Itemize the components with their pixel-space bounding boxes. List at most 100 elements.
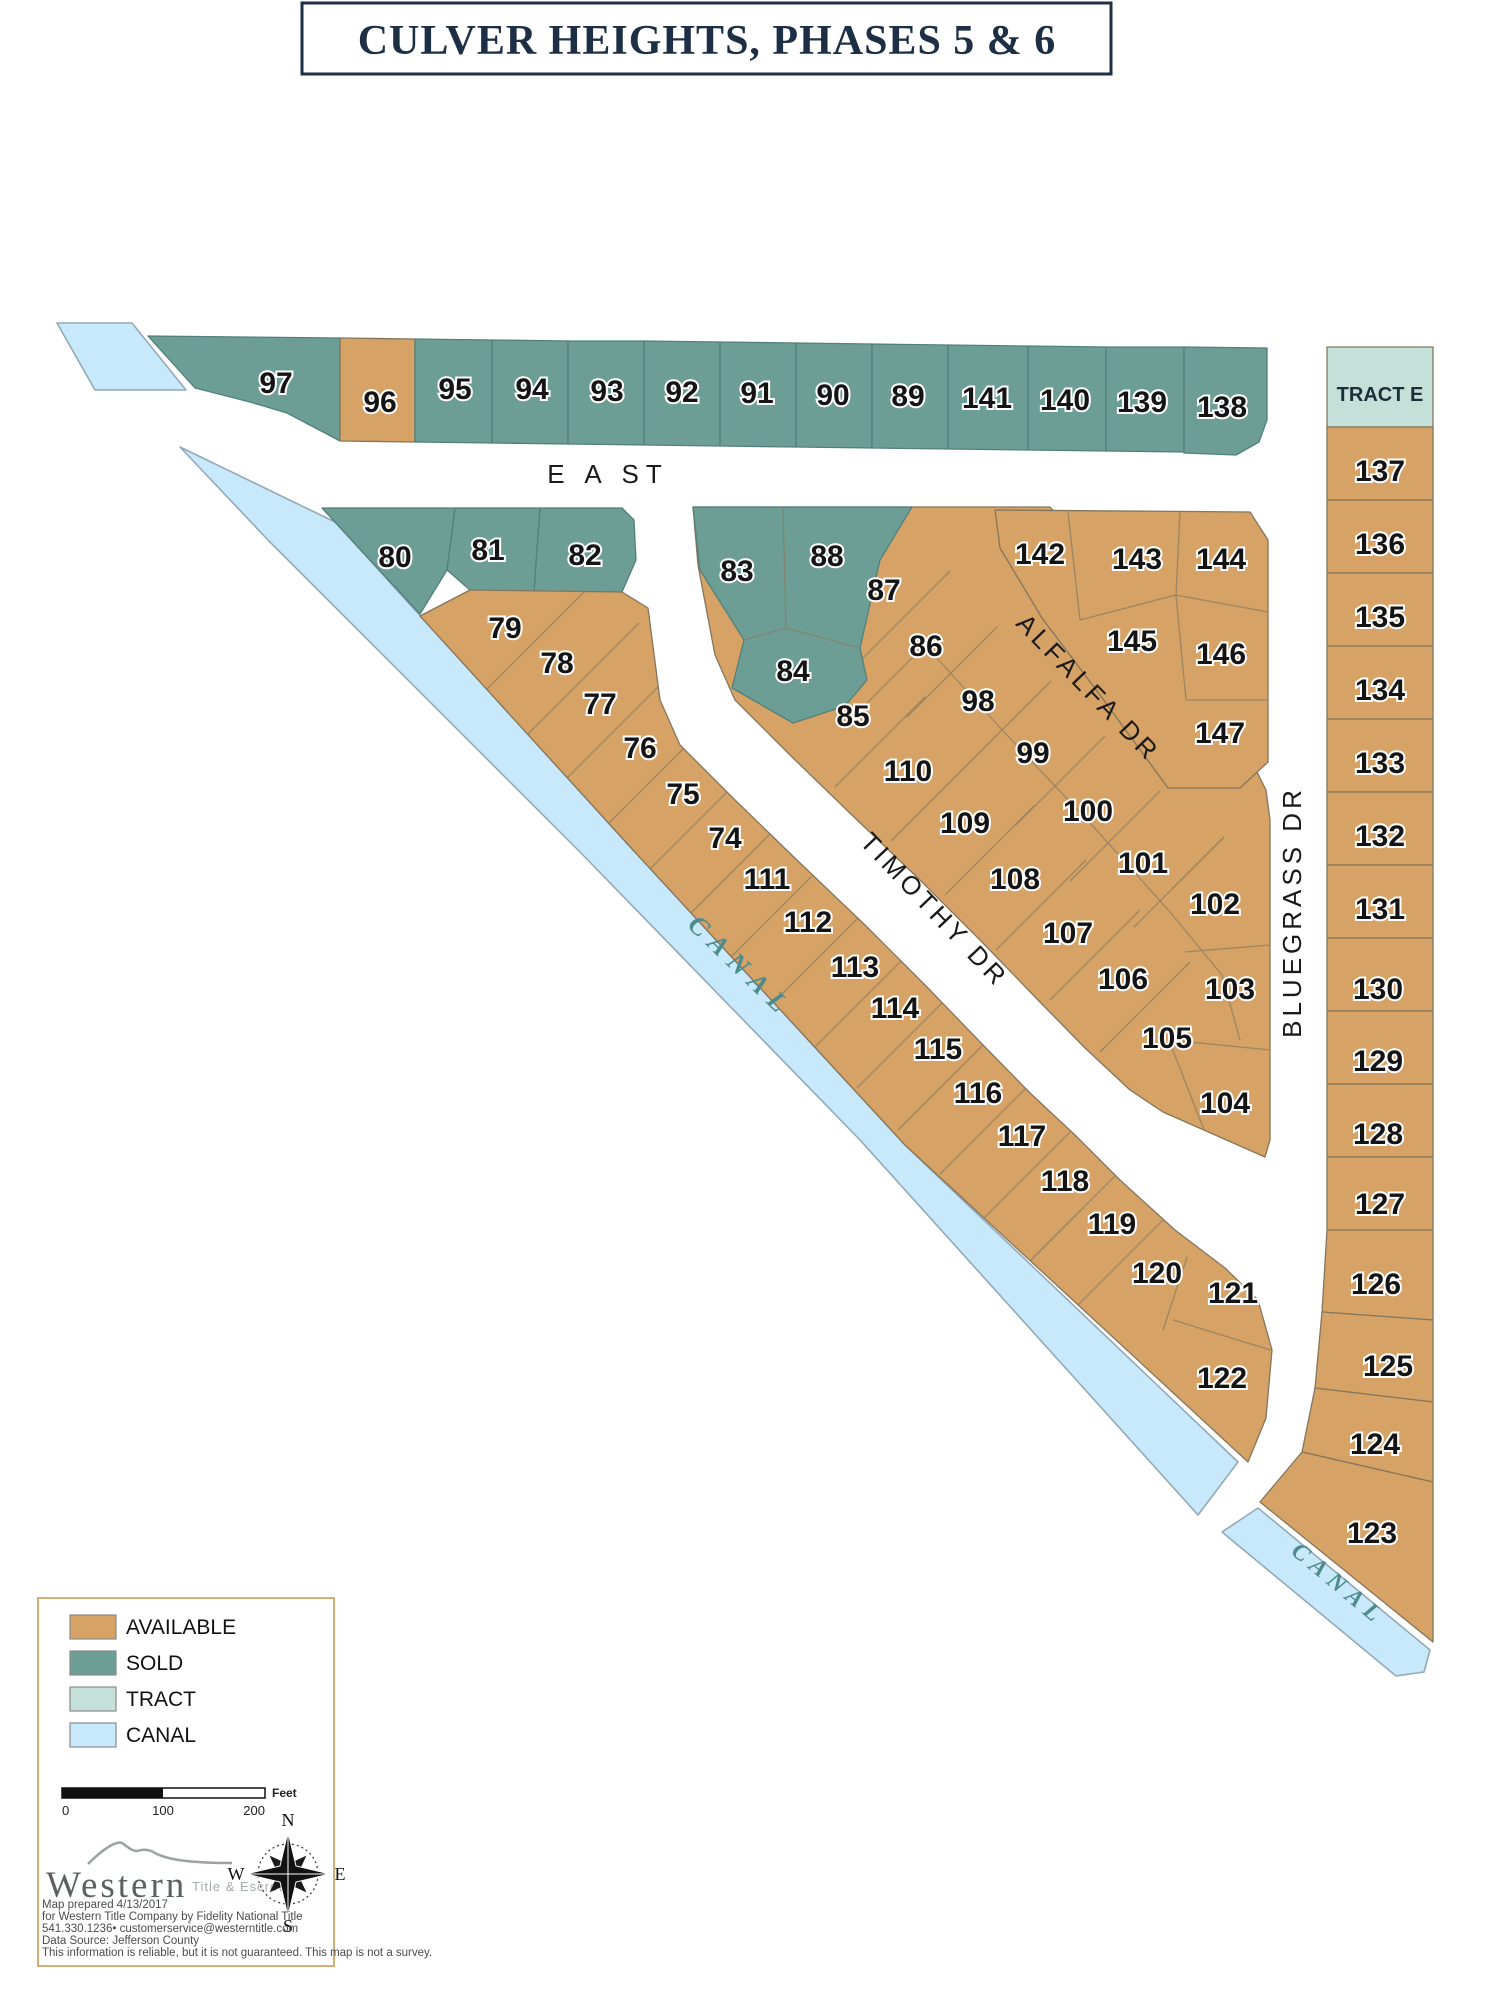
lot-number-106: 106 (1098, 963, 1148, 996)
lot-number-95: 95 (438, 373, 471, 406)
lot-number-112: 112 (784, 906, 832, 939)
lot-123 (1259, 1451, 1434, 1643)
lot-number-96: 96 (363, 386, 396, 419)
compass-s: S (283, 1916, 293, 1936)
lot-number-94: 94 (515, 373, 549, 406)
legend-swatch-sold (69, 1650, 117, 1676)
cluster-sold-middle-divider-1 (743, 627, 787, 641)
lot-number-104: 104 (1200, 1087, 1250, 1120)
cluster-middle-divider-16 (844, 634, 936, 726)
cluster-alfalfa-ne (994, 509, 1269, 789)
footer-line-0: Map prepared 4/13/2017 (42, 1899, 168, 1911)
lot-number-113: 113 (831, 951, 879, 984)
lot-number-97: 97 (259, 367, 292, 400)
lot-number-126: 126 (1351, 1268, 1401, 1301)
lot-number-85: 85 (836, 700, 869, 733)
cluster-middle-divider-12 (995, 859, 1087, 951)
cluster-sold-middle-divider-0 (782, 507, 787, 629)
cluster-middle-divider-7 (1184, 944, 1270, 953)
lot-number-121: 121 (1208, 1277, 1258, 1310)
lot-number-110: 110 (884, 755, 932, 788)
lot-number-114: 114 (871, 992, 920, 1025)
lot-number-124: 124 (1350, 1428, 1400, 1461)
lot-number-91: 91 (740, 377, 773, 410)
legend-swatch-available (69, 1614, 117, 1640)
lot-number-103: 103 (1205, 973, 1255, 1006)
cluster-middle-divider-10 (890, 750, 982, 842)
lot-number-101: 101 (1118, 847, 1168, 880)
lot-number-120: 120 (1132, 1257, 1182, 1290)
lot-number-88: 88 (810, 540, 843, 573)
compass-rose-icon: N E S W (228, 1810, 346, 1936)
strip-southwest-divider-16 (1172, 1319, 1272, 1353)
strip-southwest-divider-15 (1162, 1256, 1188, 1331)
footer-line-2: 541.330.1236• customerservice@westerntit… (42, 1923, 298, 1935)
lot-number-90: 90 (816, 379, 849, 412)
lot-number-89: 89 (891, 380, 924, 413)
lot-number-93: 93 (590, 375, 623, 408)
cluster-sold-middle-divider-2 (785, 627, 861, 649)
lot-number-134: 134 (1355, 674, 1405, 707)
cluster-sold-middle (692, 506, 913, 724)
lot-number-115: 115 (914, 1033, 962, 1066)
cluster-middle-divider-9 (834, 696, 926, 788)
footer-line-3: Data Source: Jefferson County (42, 1935, 199, 1947)
lot-number-143: 143 (1112, 543, 1162, 576)
scale-unit: Feet (272, 1786, 297, 1800)
scale-tick-200: 200 (243, 1803, 265, 1818)
cluster-alfalfa-ne-dividers (1067, 511, 1268, 701)
lot-number-125: 125 (1363, 1350, 1413, 1383)
legend-swatch-canal (69, 1722, 117, 1748)
lot-number-128: 128 (1353, 1118, 1403, 1151)
cluster-sold-middle-dividers (743, 507, 861, 649)
cluster-middle-divider-2 (906, 626, 998, 718)
lot-number-80: 80 (378, 541, 411, 574)
lot-number-82: 82 (568, 539, 601, 572)
cluster-alfalfa-ne-divider-1 (1175, 511, 1181, 596)
lot-number-145: 145 (1107, 625, 1157, 658)
strip-southwest (419, 589, 1273, 1463)
canal-bottom-right (1221, 1507, 1431, 1677)
cluster-middle-divider-1 (859, 570, 951, 662)
lot-number-133: 133 (1355, 747, 1405, 780)
lot-number-92: 92 (665, 376, 698, 409)
cluster-middle-divider-5 (1069, 790, 1161, 882)
lot-number-122: 122 (1197, 1362, 1247, 1395)
cluster-middle-divider-4 (1014, 735, 1106, 827)
cluster-middle-divider-6 (1133, 836, 1225, 928)
lot-number-105: 105 (1142, 1022, 1192, 1055)
lot-number-135: 135 (1355, 601, 1405, 634)
lot-number-123: 123 (1347, 1517, 1397, 1550)
lot-number-86: 86 (909, 630, 942, 663)
legend-label-available: AVAILABLE (126, 1616, 236, 1639)
cluster-alfalfa-ne-divider-3 (1175, 594, 1187, 701)
cluster-middle-divider-0 (924, 644, 1241, 1041)
lot-number-98: 98 (961, 685, 994, 718)
lot-number-127: 127 (1355, 1188, 1405, 1221)
tract-e-label: TRACT E (1337, 384, 1424, 406)
lot-number-111: 111 (744, 863, 791, 896)
title-box: CULVER HEIGHTS, PHASES 5 & 6 (300, 1, 1113, 76)
lot-number-102: 102 (1190, 888, 1240, 921)
lot-number-132: 132 (1355, 820, 1405, 853)
cluster-middle-divider-8 (1169, 1039, 1270, 1051)
lot-number-78: 78 (540, 647, 573, 680)
title-border (300, 1, 1113, 76)
lot-number-81: 81 (471, 534, 504, 567)
cluster-middle-divider-11 (944, 804, 1036, 896)
lot-number-109: 109 (940, 807, 990, 840)
map-shapes (56, 322, 1434, 1677)
lot-number-146: 146 (1196, 638, 1246, 671)
lot-number-75: 75 (666, 778, 699, 811)
lot-number-118: 118 (1041, 1165, 1089, 1198)
legend-label-tract: TRACT (126, 1688, 196, 1711)
street-label-e-a-st: E A ST (547, 459, 669, 489)
lot-number-130: 130 (1353, 973, 1403, 1006)
street-label-bluegrass-dr: BLUEGRASS DR (1277, 786, 1307, 1038)
lot-number-139: 139 (1117, 386, 1167, 419)
lot-number-141: 141 (962, 382, 1012, 415)
compass-w: W (228, 1864, 245, 1884)
lot-numbers: 97 96 95 94 93 92 91 90 89 141 140 139 138 137 136 135 1… (257, 365, 1424, 1552)
